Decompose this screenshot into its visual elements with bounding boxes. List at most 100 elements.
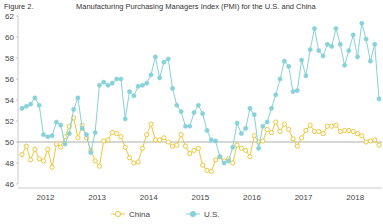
point bbox=[308, 48, 312, 52]
x-axis bbox=[18, 188, 382, 189]
legend-label: U.S. bbox=[204, 210, 220, 219]
point bbox=[287, 127, 291, 131]
point bbox=[76, 96, 80, 100]
y-tick bbox=[16, 58, 18, 59]
point bbox=[342, 63, 346, 67]
point bbox=[373, 138, 377, 142]
point bbox=[334, 27, 338, 31]
point bbox=[274, 120, 278, 124]
point bbox=[33, 96, 37, 100]
point bbox=[110, 130, 114, 134]
point bbox=[239, 146, 243, 150]
point bbox=[179, 133, 183, 137]
point bbox=[89, 150, 93, 154]
point bbox=[33, 147, 37, 151]
point bbox=[29, 102, 33, 106]
point bbox=[132, 94, 136, 98]
point bbox=[304, 74, 308, 78]
x-tick-label: 2015 bbox=[191, 193, 209, 202]
point bbox=[80, 126, 84, 130]
y-tick bbox=[16, 16, 18, 17]
point bbox=[140, 83, 144, 87]
point bbox=[295, 88, 299, 92]
point bbox=[192, 148, 196, 152]
point bbox=[261, 139, 265, 143]
legend-label: China bbox=[129, 210, 150, 219]
point bbox=[244, 148, 248, 152]
point bbox=[351, 33, 355, 37]
point bbox=[93, 130, 97, 134]
point bbox=[179, 109, 183, 113]
y-tick bbox=[16, 100, 18, 101]
point bbox=[201, 112, 205, 116]
point bbox=[377, 143, 381, 147]
point bbox=[41, 133, 45, 137]
x-tick-label: 2017 bbox=[295, 193, 313, 202]
point bbox=[231, 161, 235, 165]
point bbox=[162, 136, 166, 140]
point bbox=[287, 64, 291, 68]
y-tick-label: 62 bbox=[5, 12, 14, 21]
point bbox=[140, 146, 144, 150]
point bbox=[37, 157, 41, 161]
point bbox=[235, 143, 239, 147]
point bbox=[282, 59, 286, 63]
point bbox=[29, 158, 33, 162]
y-tick bbox=[16, 142, 18, 143]
point bbox=[183, 144, 187, 148]
y-tick bbox=[16, 163, 18, 164]
point bbox=[235, 121, 239, 125]
legend-marker bbox=[190, 211, 195, 216]
point bbox=[106, 138, 110, 142]
point bbox=[265, 127, 269, 131]
point bbox=[67, 132, 71, 136]
point bbox=[213, 158, 217, 162]
point bbox=[248, 106, 252, 110]
point bbox=[127, 90, 131, 94]
point bbox=[317, 129, 321, 133]
y-tick-label: 54 bbox=[5, 96, 14, 105]
point bbox=[317, 49, 321, 53]
x-tick-label: 2018 bbox=[346, 193, 364, 202]
point bbox=[282, 122, 286, 126]
point bbox=[330, 124, 334, 128]
point bbox=[188, 151, 192, 155]
point bbox=[102, 139, 106, 143]
point bbox=[175, 143, 179, 147]
point bbox=[196, 103, 200, 107]
point bbox=[76, 136, 80, 140]
point bbox=[93, 159, 97, 163]
point bbox=[226, 159, 230, 163]
reference-line bbox=[18, 142, 382, 143]
point bbox=[170, 86, 174, 90]
x-tick-label: 2012 bbox=[37, 193, 55, 202]
point bbox=[252, 134, 256, 138]
point bbox=[149, 73, 153, 77]
y-tick-label: 52 bbox=[5, 117, 14, 126]
x-tick-label: 2016 bbox=[243, 193, 261, 202]
point bbox=[304, 128, 308, 132]
chart: Figure 2.Manufacturing Purchasing Manage… bbox=[0, 0, 383, 224]
point bbox=[239, 132, 243, 136]
point bbox=[209, 169, 213, 173]
point bbox=[201, 163, 205, 167]
point bbox=[360, 134, 364, 138]
point bbox=[244, 126, 248, 130]
point bbox=[218, 155, 222, 159]
point bbox=[145, 133, 149, 137]
point bbox=[97, 164, 101, 168]
point bbox=[368, 59, 372, 63]
point bbox=[373, 42, 377, 46]
point bbox=[338, 129, 342, 133]
point bbox=[24, 144, 28, 148]
point bbox=[166, 140, 170, 144]
point bbox=[183, 124, 187, 128]
point bbox=[351, 129, 355, 133]
y-tick-label: 50 bbox=[5, 138, 14, 147]
point bbox=[222, 161, 226, 165]
y-tick bbox=[16, 37, 18, 38]
point bbox=[106, 83, 110, 87]
point bbox=[364, 140, 368, 144]
point bbox=[196, 146, 200, 150]
point bbox=[364, 37, 368, 41]
